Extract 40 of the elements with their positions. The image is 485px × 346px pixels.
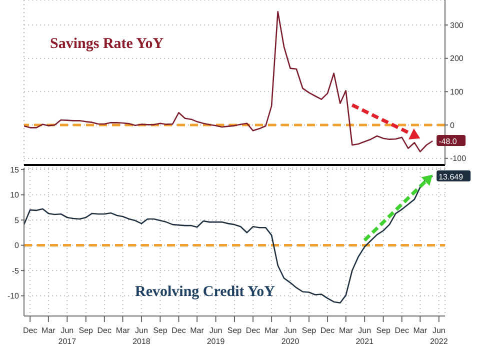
x-tick-label: Dec: [246, 326, 260, 335]
text: Savings Rate YoY: [50, 36, 164, 53]
x-tick-label: Mar: [413, 326, 428, 335]
line-series: [24, 174, 434, 304]
x-tick-label: Mar: [338, 326, 354, 335]
x-tick-label: Jun 2022: [430, 326, 448, 346]
x-tick-label: Dec: [97, 326, 112, 335]
y-tick-label: 10: [10, 190, 20, 200]
y-tick-label: 15: [10, 165, 20, 174]
x-tick-label: Jun 2020: [281, 326, 300, 346]
x-tick-label: Mar: [116, 326, 130, 335]
x-tick-label: Sep: [227, 326, 242, 335]
x-tick-label: Dec: [22, 326, 38, 335]
x-tick-label: Sep: [78, 326, 94, 335]
y-tick-label: -5: [12, 266, 20, 276]
x-tick-label: Dec: [172, 326, 186, 335]
line-series: [24, 11, 434, 152]
y-tick-label: -100: [450, 154, 467, 164]
x-tick-label: Mar: [190, 326, 204, 335]
data-label: -48.0: [438, 137, 458, 146]
data-label: 13.649: [438, 172, 464, 182]
x-tick-label: Dec: [320, 326, 335, 335]
x-tick-label: Sep: [376, 326, 391, 335]
y-tick-label: 100: [450, 88, 464, 97]
x-tick-label: Jun 2019: [206, 326, 226, 346]
y-tick-label: -10: [7, 292, 20, 301]
x-tick-label: Sep: [302, 326, 317, 335]
y-tick-label: 0: [14, 241, 20, 250]
x-tick-label: Jun 2021: [356, 326, 374, 346]
x-tick-label: Sep: [153, 326, 168, 335]
x-tick-label: Dec: [394, 326, 409, 335]
y-tick-label: 300: [450, 20, 464, 30]
x-tick-label: Mar: [264, 326, 279, 335]
y-tick-label: 200: [450, 54, 464, 64]
x-tick-label: Jun 2018: [132, 326, 151, 346]
y-tick-label: 5: [14, 216, 20, 225]
x-tick-label: Mar: [42, 326, 56, 335]
text: Revolving Credit YoY: [135, 284, 275, 301]
x-tick-label: Jun 2017: [58, 326, 77, 346]
y-tick-label: 0: [450, 120, 455, 130]
